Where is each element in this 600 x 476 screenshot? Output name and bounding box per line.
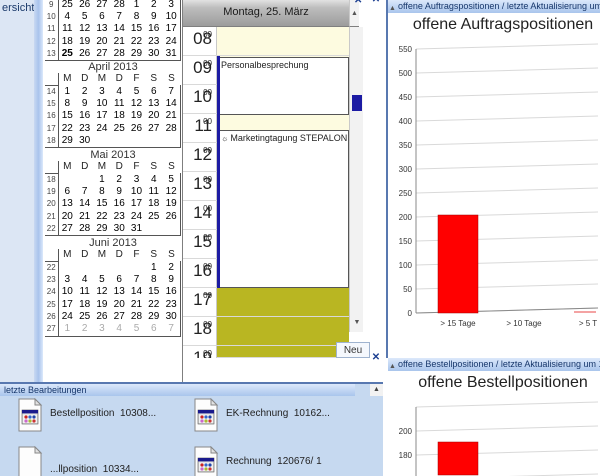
svg-text:450: 450 xyxy=(399,93,413,102)
svg-text:100: 100 xyxy=(399,261,413,270)
svg-text:300: 300 xyxy=(399,165,413,174)
svg-text:150: 150 xyxy=(399,237,413,246)
svg-text:> 5 T: > 5 T xyxy=(579,319,597,328)
svg-text:250: 250 xyxy=(399,189,413,198)
svg-text:350: 350 xyxy=(399,141,413,150)
svg-text:> 10 Tage: > 10 Tage xyxy=(506,319,542,328)
svg-text:550: 550 xyxy=(399,45,413,54)
svg-text:50: 50 xyxy=(403,285,412,294)
svg-text:180: 180 xyxy=(399,451,413,460)
svg-text:200: 200 xyxy=(399,213,413,222)
svg-text:200: 200 xyxy=(399,427,413,436)
svg-text:0: 0 xyxy=(408,309,413,318)
svg-text:400: 400 xyxy=(399,117,413,126)
svg-text:500: 500 xyxy=(399,69,413,78)
svg-text:> 15 Tage: > 15 Tage xyxy=(440,319,476,328)
